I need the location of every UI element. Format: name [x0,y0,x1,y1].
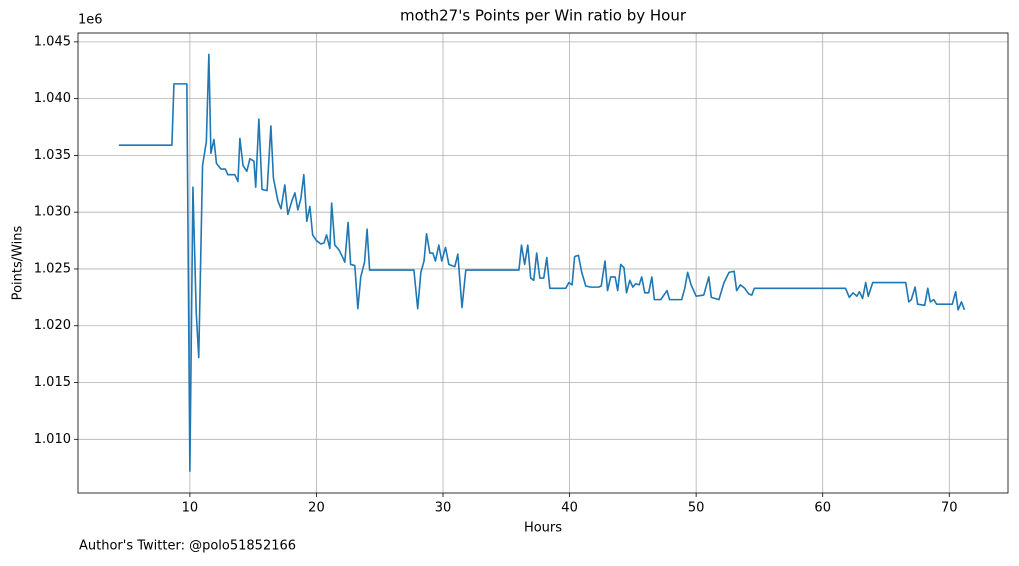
x-tick-label: 30 [435,501,452,516]
x-tick-label: 70 [941,501,958,516]
x-tick-label: 50 [688,501,705,516]
y-tick-label: 1.045 [34,34,71,49]
y-tick-label: 1.010 [34,432,71,447]
y-tick-label: 1.020 [34,318,71,333]
y-tick-label: 1.030 [34,205,71,220]
y-tick-label: 1.015 [34,375,71,390]
y-tick-label: 1.040 [34,91,71,106]
y-axis-label: Points/Wins [11,225,26,300]
x-tick-label: 60 [814,501,831,516]
y-tick-label: 1.035 [34,148,71,163]
x-axis-label: Hours [524,521,562,536]
plot-frame [77,32,1009,494]
x-tick-label: 40 [561,501,578,516]
y-offset-label: 1e6 [78,13,103,28]
chart-title: moth27's Points per Win ratio by Hour [400,7,687,25]
x-tick-label: 20 [308,501,325,516]
y-tick-label: 1.025 [34,261,71,276]
x-tick-label: 10 [182,501,199,516]
data-line [118,53,966,472]
footer: Author's Twitter: @polo51852166 [79,539,296,554]
